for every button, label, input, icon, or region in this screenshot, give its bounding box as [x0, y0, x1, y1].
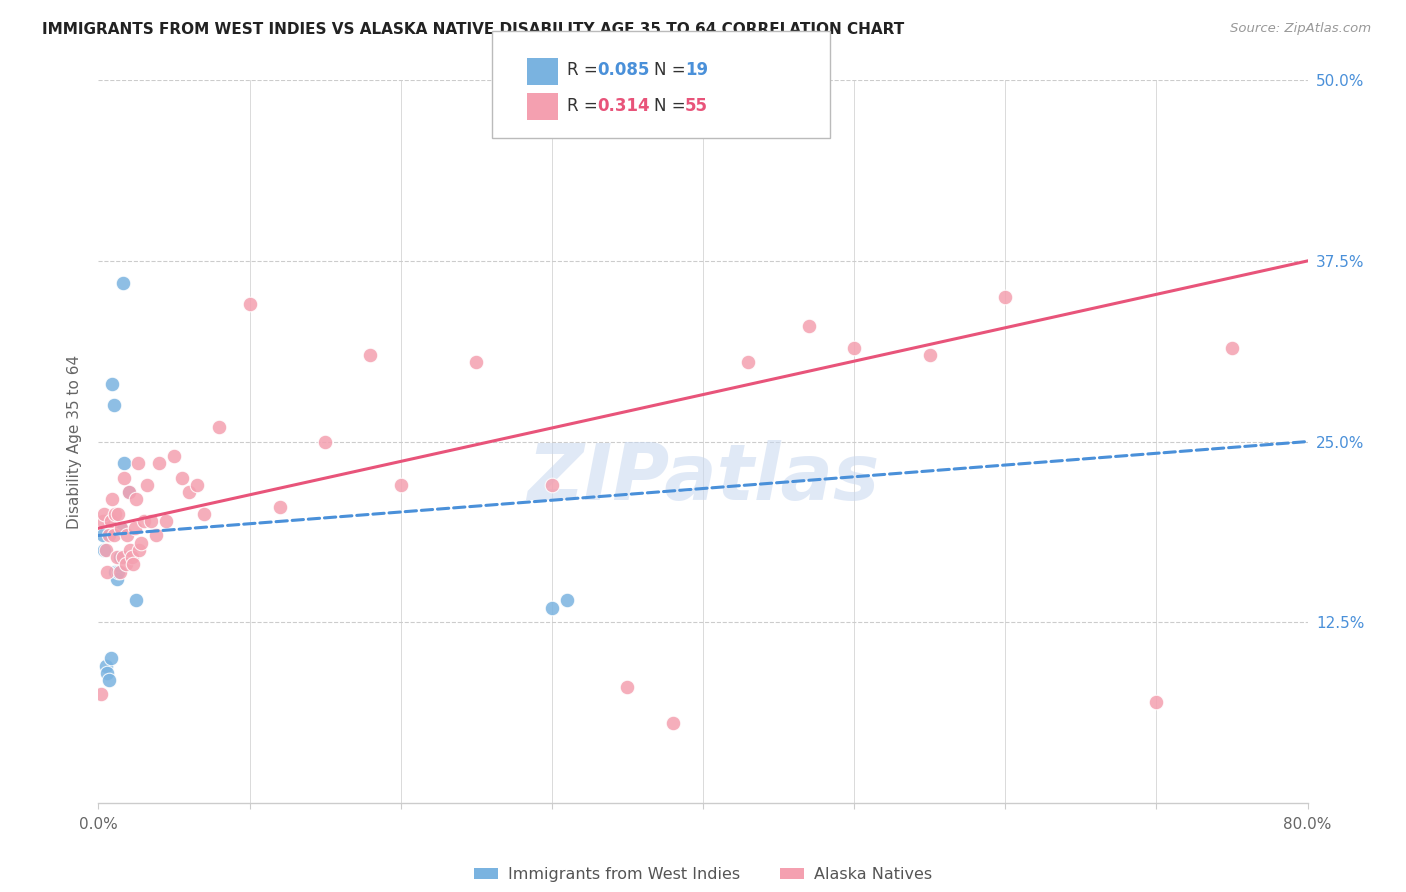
- Point: [112, 471, 135, 485]
- Point: [111, 276, 134, 290]
- Point: [90, 687, 112, 701]
- Point: [1220, 341, 1243, 355]
- Point: [118, 485, 141, 500]
- Point: [96, 565, 118, 579]
- Point: [465, 355, 488, 369]
- Point: [125, 492, 148, 507]
- Point: [555, 593, 578, 607]
- Point: [94, 542, 117, 557]
- Point: [314, 434, 336, 449]
- Y-axis label: Disability Age 35 to 64: Disability Age 35 to 64: [67, 354, 83, 529]
- Point: [616, 680, 638, 694]
- Point: [540, 600, 562, 615]
- Point: [118, 485, 141, 500]
- Point: [193, 507, 215, 521]
- Point: [155, 514, 177, 528]
- Point: [1146, 695, 1168, 709]
- Point: [737, 355, 759, 369]
- Point: [94, 658, 117, 673]
- Point: [170, 471, 193, 485]
- Point: [163, 449, 186, 463]
- Point: [108, 550, 131, 565]
- Point: [145, 528, 167, 542]
- Point: [110, 521, 132, 535]
- Point: [100, 651, 122, 665]
- Point: [844, 341, 866, 355]
- Point: [360, 348, 382, 362]
- Point: [122, 558, 145, 572]
- Point: [127, 456, 149, 470]
- Text: IMMIGRANTS FROM WEST INDIES VS ALASKA NATIVE DISABILITY AGE 35 TO 64 CORRELATION: IMMIGRANTS FROM WEST INDIES VS ALASKA NA…: [42, 22, 904, 37]
- Point: [104, 507, 127, 521]
- Point: [91, 528, 114, 542]
- Point: [105, 572, 128, 586]
- Point: [107, 565, 129, 579]
- Point: [124, 521, 146, 535]
- Point: [120, 542, 142, 557]
- Point: [112, 456, 135, 470]
- Point: [389, 478, 412, 492]
- Point: [918, 348, 941, 362]
- Point: [208, 420, 231, 434]
- Point: [107, 507, 129, 521]
- Point: [994, 290, 1017, 304]
- Point: [121, 550, 143, 565]
- Point: [103, 398, 125, 412]
- Point: [103, 528, 125, 542]
- Point: [269, 500, 291, 514]
- Point: [93, 542, 115, 557]
- Point: [186, 478, 208, 492]
- Text: N =: N =: [654, 97, 690, 115]
- Point: [93, 507, 115, 521]
- Point: [661, 716, 683, 731]
- Text: 55: 55: [685, 97, 707, 115]
- Point: [239, 297, 262, 311]
- Point: [105, 550, 128, 565]
- Point: [141, 514, 163, 528]
- Point: [540, 478, 562, 492]
- Point: [91, 514, 114, 528]
- Point: [98, 528, 121, 542]
- Point: [100, 514, 122, 528]
- Point: [135, 478, 157, 492]
- Point: [104, 565, 127, 579]
- Point: [128, 542, 150, 557]
- Point: [179, 485, 201, 500]
- Point: [132, 514, 155, 528]
- Point: [111, 550, 134, 565]
- Text: 0.314: 0.314: [598, 97, 650, 115]
- Point: [797, 318, 820, 333]
- Point: [129, 535, 152, 549]
- Text: 0.085: 0.085: [598, 62, 650, 79]
- Point: [114, 558, 136, 572]
- Legend: Immigrants from West Indies, Alaska Natives: Immigrants from West Indies, Alaska Nati…: [468, 861, 938, 888]
- Text: Source: ZipAtlas.com: Source: ZipAtlas.com: [1230, 22, 1371, 36]
- Point: [148, 456, 170, 470]
- Text: R =: R =: [567, 62, 603, 79]
- Point: [115, 528, 138, 542]
- Point: [125, 593, 148, 607]
- Point: [108, 565, 131, 579]
- Point: [96, 665, 118, 680]
- Text: 19: 19: [685, 62, 707, 79]
- Point: [101, 376, 124, 391]
- Text: ZIPatlas: ZIPatlas: [527, 440, 879, 516]
- Point: [98, 673, 121, 687]
- Text: R =: R =: [567, 97, 607, 115]
- Text: N =: N =: [654, 62, 690, 79]
- Point: [110, 521, 132, 535]
- Point: [101, 492, 124, 507]
